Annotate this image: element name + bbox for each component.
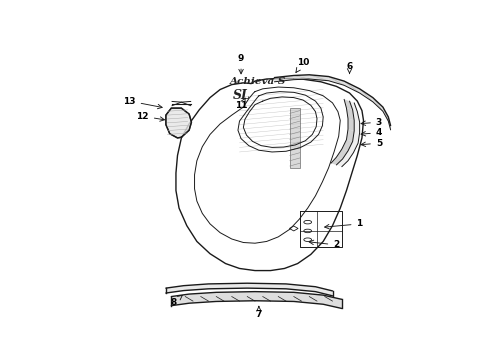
Text: 1: 1 [325,219,363,229]
Polygon shape [346,108,354,120]
Polygon shape [216,292,255,301]
Polygon shape [329,77,344,85]
Polygon shape [247,283,286,289]
Polygon shape [172,294,189,306]
Polygon shape [294,292,323,304]
Polygon shape [388,117,391,130]
Polygon shape [373,98,383,111]
Polygon shape [344,81,360,93]
Polygon shape [274,76,294,82]
Polygon shape [189,292,216,303]
Polygon shape [336,149,348,159]
Polygon shape [166,108,192,138]
Text: 11: 11 [235,98,247,110]
Polygon shape [353,110,360,122]
Polygon shape [255,292,294,301]
Polygon shape [342,140,353,151]
Polygon shape [166,286,184,293]
Text: 2: 2 [309,240,340,249]
Text: 10: 10 [296,58,309,72]
Text: 7: 7 [256,306,262,319]
Text: 5: 5 [361,139,382,148]
Polygon shape [290,108,300,168]
Polygon shape [353,131,360,143]
Text: 9: 9 [238,54,244,74]
Polygon shape [343,151,353,161]
Text: 4: 4 [361,128,382,137]
Polygon shape [323,295,342,309]
Text: 13: 13 [123,96,162,109]
Polygon shape [209,283,247,289]
Polygon shape [286,284,316,292]
Text: 6: 6 [346,62,353,73]
Polygon shape [344,99,353,110]
Polygon shape [348,119,354,131]
Polygon shape [383,107,388,121]
Text: 8: 8 [171,295,182,307]
Polygon shape [316,287,333,296]
Polygon shape [354,120,360,133]
Text: Achieva S: Achieva S [230,77,287,86]
Polygon shape [348,141,358,153]
Polygon shape [336,159,348,167]
Polygon shape [294,75,309,80]
Text: 12: 12 [136,112,165,121]
Polygon shape [346,129,354,141]
Polygon shape [184,284,209,291]
Polygon shape [309,75,329,81]
Polygon shape [349,101,357,112]
Text: SL: SL [233,89,251,102]
Polygon shape [331,157,343,165]
Polygon shape [360,89,373,102]
Text: 3: 3 [361,118,382,127]
